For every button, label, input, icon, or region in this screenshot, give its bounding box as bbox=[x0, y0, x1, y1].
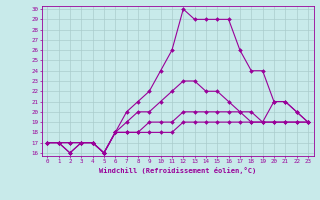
X-axis label: Windchill (Refroidissement éolien,°C): Windchill (Refroidissement éolien,°C) bbox=[99, 167, 256, 174]
